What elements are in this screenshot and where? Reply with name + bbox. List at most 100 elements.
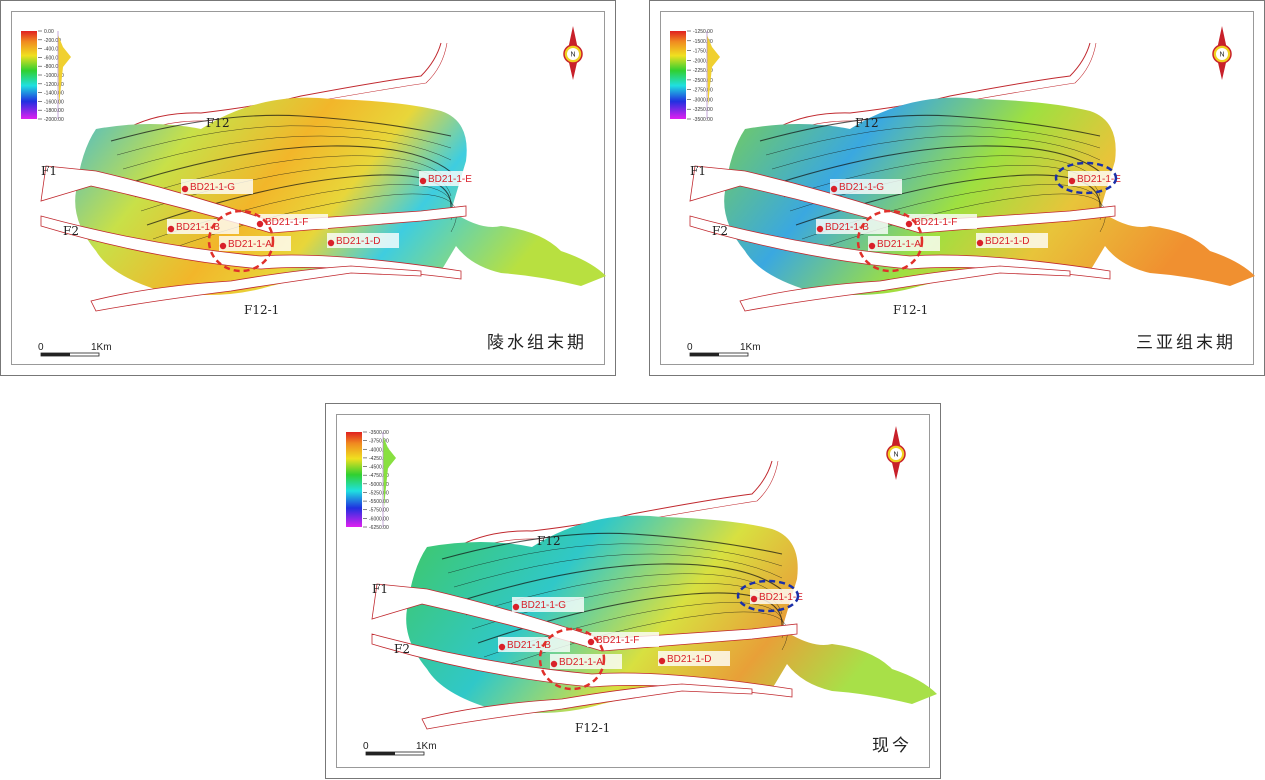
- legend-tick-label: -3250.00: [693, 107, 713, 113]
- well-dot: [830, 185, 838, 193]
- well-marker[interactable]: BD21-1-D: [976, 233, 1048, 248]
- legend-tick-label: -6000.00: [369, 516, 389, 522]
- legend-tick-label: -3500.00: [693, 117, 713, 123]
- well-label: BD21-1-E: [428, 174, 472, 185]
- well-dot: [167, 225, 175, 233]
- legend-tick-label: 0.00: [44, 29, 54, 35]
- well-dot: [750, 595, 758, 603]
- well-label: BD21-1-E: [1077, 174, 1121, 185]
- well-label: BD21-1-E: [759, 592, 803, 603]
- well-dot: [419, 177, 427, 185]
- legend-tick-label: -1200.00: [44, 82, 64, 88]
- legend-tick-label: -1000.00: [44, 73, 64, 79]
- color-legend: 0.00 -200.00 -400.00 -600.00 -800.00 -1000.00…: [21, 29, 71, 123]
- well-label: BD21-1-G: [521, 600, 566, 611]
- structure-map: F12 F1 F2 F12-1 BD21-1-G BD21-1-B BD21-1-F BD21…: [689, 42, 1255, 317]
- legend-tick-label: -400.00: [44, 47, 61, 53]
- fault-label: F12: [206, 116, 230, 130]
- well-dot: [550, 660, 558, 668]
- legend-tick-label: -1250.00: [693, 29, 713, 35]
- well-label: BD21-1-G: [190, 182, 235, 193]
- fault-label: F12-1: [244, 303, 279, 317]
- well-dot: [1068, 177, 1076, 185]
- legend-tick-label: -5750.00: [369, 508, 389, 514]
- well-label: BD21-1-F: [914, 217, 957, 228]
- highlight-circle-a: [856, 209, 924, 273]
- panel-title: 三亚组末期: [1136, 333, 1236, 353]
- highlight-circle-a: [538, 627, 606, 691]
- legend-tick-label: -5500.00: [369, 499, 389, 505]
- well-label: BD21-1-B: [176, 222, 220, 233]
- legend-tick-label: -2750.00: [693, 88, 713, 94]
- scale-bar: 0 1Km: [687, 342, 761, 357]
- highlight-circle-e: [1054, 161, 1118, 195]
- north-arrow-icon: N: [886, 426, 906, 480]
- well-dot: [327, 239, 335, 247]
- legend-tick-label: -1750.00: [693, 49, 713, 55]
- well-marker[interactable]: BD21-1-E: [750, 589, 822, 604]
- well-marker[interactable]: BD21-1-A: [219, 236, 291, 251]
- well-marker[interactable]: BD21-1-G: [830, 179, 902, 194]
- structure-map: F12 F1 F2 F12-1 BD21-1-G BD21-1-B BD21-1-F BD21…: [40, 42, 606, 317]
- legend-tick-label: -2500.00: [693, 78, 713, 84]
- legend-tick-label: -3000.00: [693, 97, 713, 103]
- color-legend: -1250.00 -1500.00 -1750.00 -2000.00 -2250.00…: [670, 29, 720, 123]
- scale-bar: 0 1Km: [363, 741, 437, 756]
- legend-colorbar: [670, 31, 686, 119]
- panel-title: 陵水组末期: [487, 333, 587, 353]
- map-panel-present: -3500.00 -3750.00 -4000.00 -4250.00 -4500.00…: [325, 403, 941, 779]
- legend-tick-label: -2250.00: [693, 68, 713, 74]
- well-marker[interactable]: BD21-1-F: [256, 214, 328, 229]
- scale-start: 0: [363, 741, 369, 752]
- fault-label: F2: [63, 224, 79, 238]
- panel-title: 现今: [872, 736, 912, 756]
- north-arrow-icon: N: [1212, 26, 1232, 80]
- well-dot: [512, 603, 520, 611]
- well-dot: [181, 185, 189, 193]
- fault-label: F12: [537, 534, 561, 548]
- well-label: BD21-1-G: [839, 182, 884, 193]
- legend-tick-label: -5250.00: [369, 490, 389, 496]
- map-surface: [75, 97, 606, 295]
- well-marker[interactable]: BD21-1-E: [1068, 171, 1140, 186]
- well-dot: [587, 638, 595, 646]
- highlight-circle-a: [207, 209, 275, 273]
- well-marker[interactable]: BD21-1-G: [512, 597, 584, 612]
- legend-colorbar: [21, 31, 37, 119]
- legend-tick-label: -1800.00: [44, 108, 64, 114]
- well-marker[interactable]: BD21-1-A: [868, 236, 940, 251]
- well-dot: [905, 220, 913, 228]
- well-dot: [658, 657, 666, 665]
- legend-tick-label: -2000.00: [44, 117, 64, 123]
- well-label: BD21-1-D: [667, 654, 711, 665]
- well-label: BD21-1-B: [507, 640, 551, 651]
- well-label: BD21-1-A: [877, 239, 921, 250]
- well-marker[interactable]: BD21-1-B: [167, 219, 239, 234]
- well-marker[interactable]: BD21-1-F: [587, 632, 659, 647]
- well-dot: [816, 225, 824, 233]
- well-marker[interactable]: BD21-1-G: [181, 179, 253, 194]
- fault-zone-f12-1: [739, 265, 1071, 312]
- map-svg: -3500.00 -3750.00 -4000.00 -4250.00 -4500.00…: [346, 426, 937, 756]
- fault-label: F1: [372, 582, 388, 596]
- color-legend: -3500.00 -3750.00 -4000.00 -4250.00 -4500.00…: [346, 430, 396, 531]
- well-marker[interactable]: BD21-1-A: [550, 654, 622, 669]
- well-marker[interactable]: BD21-1-F: [905, 214, 977, 229]
- fault-zone-f1: [689, 165, 1116, 234]
- fault-zone-f1: [371, 583, 798, 652]
- well-marker[interactable]: BD21-1-D: [658, 651, 730, 666]
- legend-tick-label: -4000.00: [369, 447, 389, 453]
- scale-start: 0: [38, 342, 44, 353]
- well-label: BD21-1-D: [336, 236, 380, 247]
- highlight-circle-e: [736, 579, 800, 613]
- fault-zone-f12-1: [421, 683, 753, 730]
- scale-end: 1Km: [740, 342, 761, 353]
- scale-end: 1Km: [91, 342, 112, 353]
- legend-colorbar: [346, 432, 362, 527]
- structure-map: F12 F1 F2 F12-1 BD21-1-G BD21-1-B BD21-1-F BD21…: [371, 460, 937, 735]
- map-surface: [724, 97, 1255, 295]
- well-marker[interactable]: BD21-1-D: [327, 233, 399, 248]
- well-marker[interactable]: BD21-1-B: [498, 637, 570, 652]
- well-marker[interactable]: BD21-1-E: [419, 171, 491, 186]
- well-marker[interactable]: BD21-1-B: [816, 219, 888, 234]
